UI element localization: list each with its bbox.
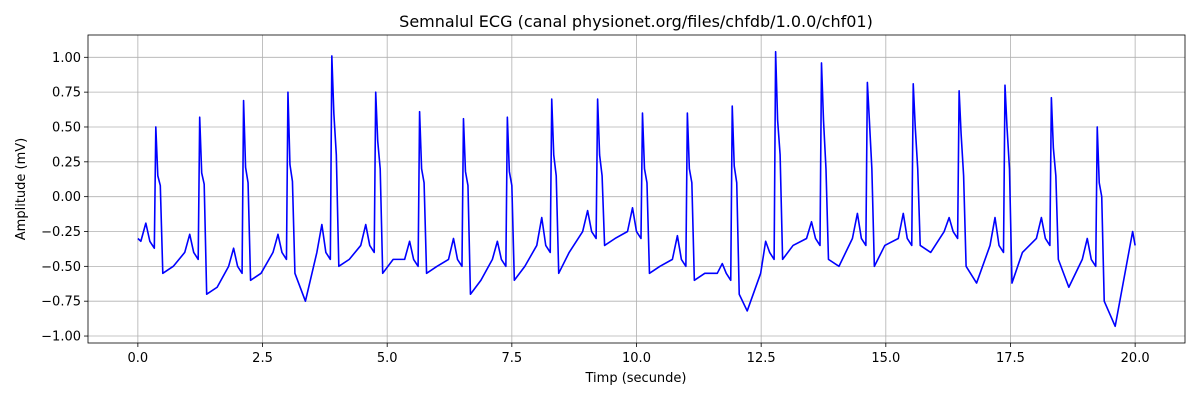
plot-area: 0.0 2.5 5.0 7.5 10.0 12.5 15.0 17.5 20.0 −1.00 −0.… bbox=[41, 34, 1186, 366]
ecg-line bbox=[137, 50, 1136, 328]
y-tick-label: 0.25 bbox=[52, 155, 81, 170]
x-tick-label: 12.5 bbox=[747, 351, 776, 366]
x-tick-label: 0.0 bbox=[128, 351, 149, 366]
y-tick-label: −0.75 bbox=[41, 295, 81, 310]
x-tick-label: 2.5 bbox=[252, 351, 273, 366]
y-tick-label: −0.50 bbox=[41, 260, 81, 275]
axes-frame bbox=[87, 34, 1186, 344]
x-axis-label: Timp (secunde) bbox=[585, 371, 687, 386]
y-tick-label: 0.75 bbox=[52, 86, 81, 101]
x-tick-label: 20.0 bbox=[1121, 351, 1150, 366]
x-tick-label: 7.5 bbox=[501, 351, 522, 366]
chart-title: Semnalul ECG (canal physionet.org/files/… bbox=[399, 12, 873, 31]
y-tick-label: 0.50 bbox=[52, 120, 81, 135]
y-tick-label: −0.25 bbox=[41, 225, 81, 240]
y-tick-label: −1.00 bbox=[41, 330, 81, 345]
x-tick-label: 15.0 bbox=[871, 351, 900, 366]
y-axis-label: Amplitude (mV) bbox=[14, 138, 29, 240]
y-tick-label: 0.00 bbox=[52, 190, 81, 205]
x-tick-label: 5.0 bbox=[377, 351, 398, 366]
x-tick-label: 10.0 bbox=[622, 351, 651, 366]
y-tick-label: 1.00 bbox=[52, 51, 81, 66]
x-tick-label: 17.5 bbox=[996, 351, 1025, 366]
